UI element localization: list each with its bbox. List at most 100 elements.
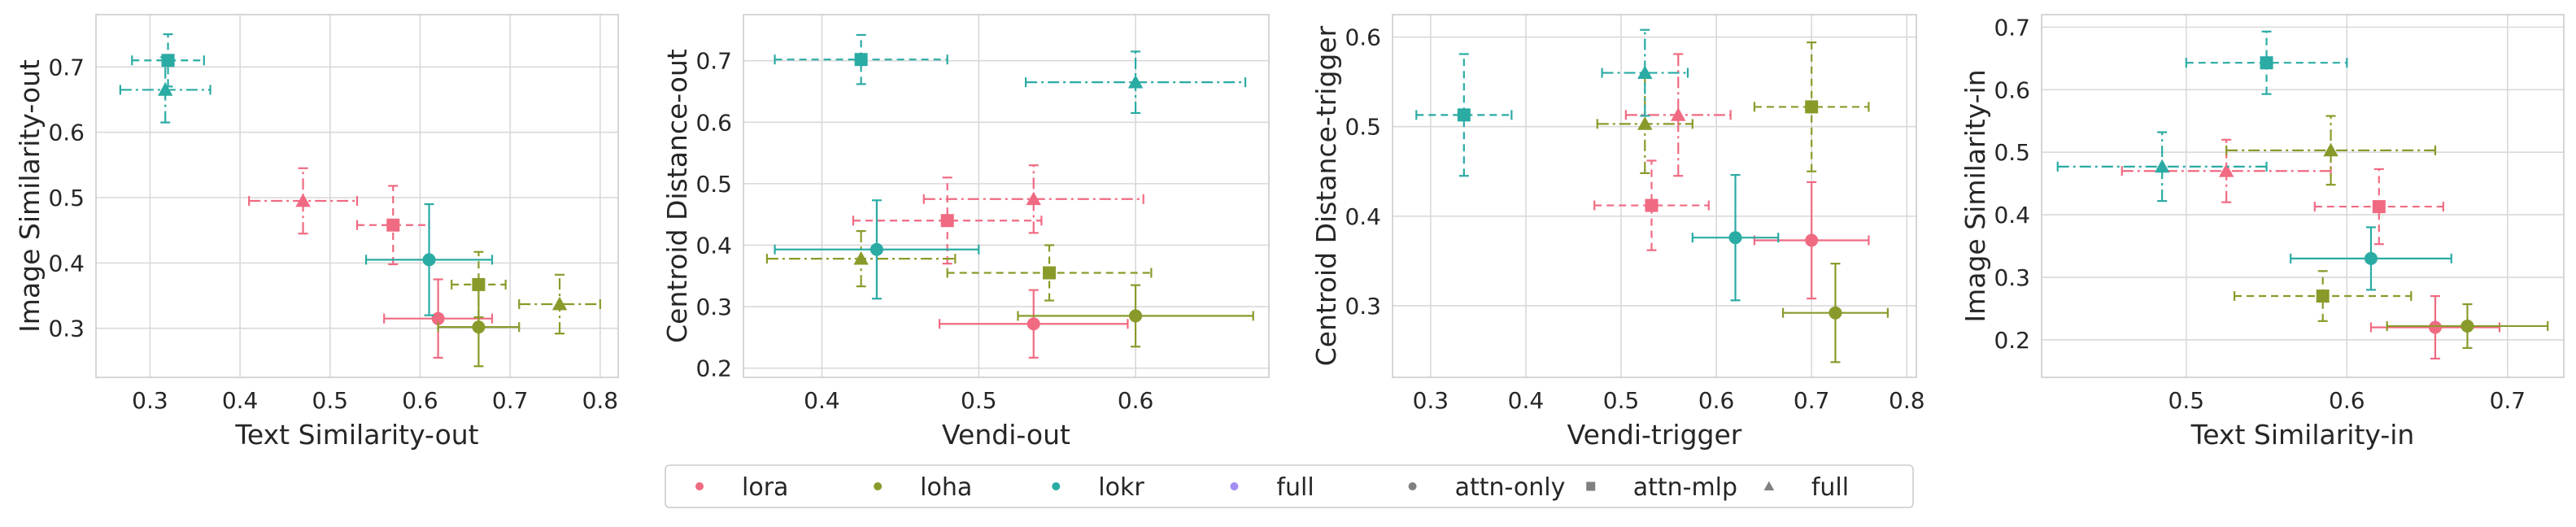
point-marker <box>1645 198 1658 212</box>
x-tick-label: 0.4 <box>804 387 840 414</box>
point-marker <box>1026 191 1041 206</box>
legend: lora loha lokr full attn-only attn-mlp full <box>665 464 1914 508</box>
data-point-lokr-attn-only <box>1691 174 1780 302</box>
point-marker <box>2323 142 2338 157</box>
point-marker <box>853 250 869 265</box>
point-marker <box>2428 320 2442 334</box>
y-tick-label: 0.7 <box>1994 14 2030 41</box>
legend-marker-icon <box>695 482 704 490</box>
legend-marker-icon <box>874 482 883 490</box>
legend-label: lokr <box>1098 473 1144 502</box>
data-point-lokr-full <box>2056 131 2268 203</box>
plot-frame <box>95 14 619 378</box>
data-point-lora-attn-mlp <box>1593 159 1710 251</box>
data-point-loha-attn-mlp <box>946 244 1153 302</box>
y-axis-label: Image Similarity-out <box>14 59 46 333</box>
data-point-lokr-attn-only <box>774 199 980 300</box>
x-tick-label: 0.5 <box>1603 387 1640 414</box>
point-marker <box>870 242 883 256</box>
legend-item-full: full <box>1763 473 1849 502</box>
x-axis-label: Text Similarity-in <box>2190 419 2415 451</box>
point-marker <box>472 277 486 291</box>
data-point-lora-full <box>2121 138 2332 203</box>
point-marker <box>2460 319 2474 333</box>
chart-panel-4: 0.5 0.6 0.7 0.2 0.3 0.4 0.5 0.6 0.7 Text Similari… <box>1959 14 2565 451</box>
legend-label: full <box>1276 473 1314 502</box>
y-tick-label: 0.5 <box>695 171 732 198</box>
x-tick-label: 0.7 <box>492 387 529 414</box>
x-tick-label: 0.5 <box>312 387 349 414</box>
data-point-lora-attn-mlp <box>355 185 430 266</box>
data-point-lokr-attn-only <box>364 203 494 316</box>
y-tick-label: 0.6 <box>695 109 732 136</box>
y-tick-label: 0.5 <box>1345 114 1381 141</box>
y-tick-label: 0.7 <box>695 48 732 75</box>
point-marker <box>1043 266 1057 280</box>
x-axis-label: Vendi-out <box>942 419 1070 451</box>
legend-marker-icon <box>1763 481 1775 491</box>
chart-panel-3: 0.3 0.4 0.5 0.6 0.7 0.8 0.3 0.4 0.5 0.6 Vendi-trig… <box>1310 14 1925 451</box>
x-tick-label: 0.4 <box>1508 387 1545 414</box>
y-tick-label: 0.6 <box>1345 24 1381 51</box>
data-point-loha-attn-only <box>1017 284 1254 348</box>
point-marker <box>161 54 175 68</box>
x-axis-label: Vendi-trigger <box>1567 419 1742 451</box>
point-marker <box>158 82 173 96</box>
point-marker <box>422 253 436 267</box>
point-marker <box>1129 309 1143 323</box>
y-tick-label: 0.3 <box>695 294 732 320</box>
data-point-loha-attn-only <box>1781 263 1889 364</box>
x-tick-label: 0.6 <box>1118 387 1154 414</box>
data-point-lora-full <box>248 167 359 235</box>
y-tick-label: 0.3 <box>1345 293 1381 320</box>
point-marker <box>1127 74 1144 89</box>
x-axis-label: Text Similarity-out <box>234 419 478 451</box>
chart-panel-2: 0.4 0.5 0.6 0.2 0.3 0.4 0.5 0.6 0.7 Vendi-out Cent… <box>661 14 1270 451</box>
point-marker <box>2260 56 2273 70</box>
data-point-lokr-attn-mlp <box>131 33 205 88</box>
point-marker <box>472 320 486 334</box>
legend-item-lokr: lokr <box>1052 473 1144 502</box>
data-point-lora-attn-only <box>1753 181 1870 300</box>
data-point-loha-attn-mlp <box>2233 270 2413 322</box>
point-marker <box>1637 65 1653 79</box>
data-point-lokr-attn-mlp <box>2185 30 2348 95</box>
y-tick-label: 0.4 <box>695 232 732 259</box>
y-tick-label: 0.7 <box>48 54 85 81</box>
point-marker <box>940 214 954 228</box>
data-point-lora-attn-only <box>2369 294 2501 360</box>
data-point-loha-attn-mlp <box>451 250 507 319</box>
y-tick-label: 0.4 <box>1345 203 1381 230</box>
x-tick-label: 0.7 <box>2490 387 2526 414</box>
point-marker <box>1457 108 1471 122</box>
plot-frame <box>1392 14 1917 378</box>
data-point-lokr-full <box>1025 50 1247 115</box>
y-tick-label: 0.3 <box>48 316 85 342</box>
legend-item-loha: loha <box>874 473 972 502</box>
y-tick-label: 0.5 <box>1994 139 2030 166</box>
y-tick-label: 0.5 <box>48 185 85 211</box>
x-tick-label: 0.7 <box>1794 387 1830 414</box>
point-marker <box>2372 200 2386 214</box>
plot-frame <box>2041 14 2565 378</box>
data-point-lora-attn-only <box>938 289 1129 359</box>
point-marker <box>431 311 445 325</box>
legend-marker-icon <box>1586 481 1596 491</box>
data-point-loha-attn-only <box>2386 303 2549 349</box>
point-marker <box>1828 306 1842 320</box>
y-axis-label: Centroid Distance-trigger <box>1310 25 1342 366</box>
point-marker <box>2316 290 2330 303</box>
data-point-lora-full <box>1624 53 1732 177</box>
point-marker <box>1805 233 1819 247</box>
data-point-loha-attn-mlp <box>1753 41 1870 172</box>
point-marker <box>1671 107 1686 121</box>
data-point-lokr-full <box>1601 28 1689 117</box>
data-point-lokr-attn-mlp <box>774 33 948 85</box>
point-marker <box>1728 231 1742 245</box>
y-tick-label: 0.2 <box>695 355 732 382</box>
legend-item-attn-mlp: attn-mlp <box>1586 473 1737 502</box>
legend-label: full <box>1811 473 1849 502</box>
point-marker <box>295 193 311 207</box>
point-marker <box>854 53 868 67</box>
